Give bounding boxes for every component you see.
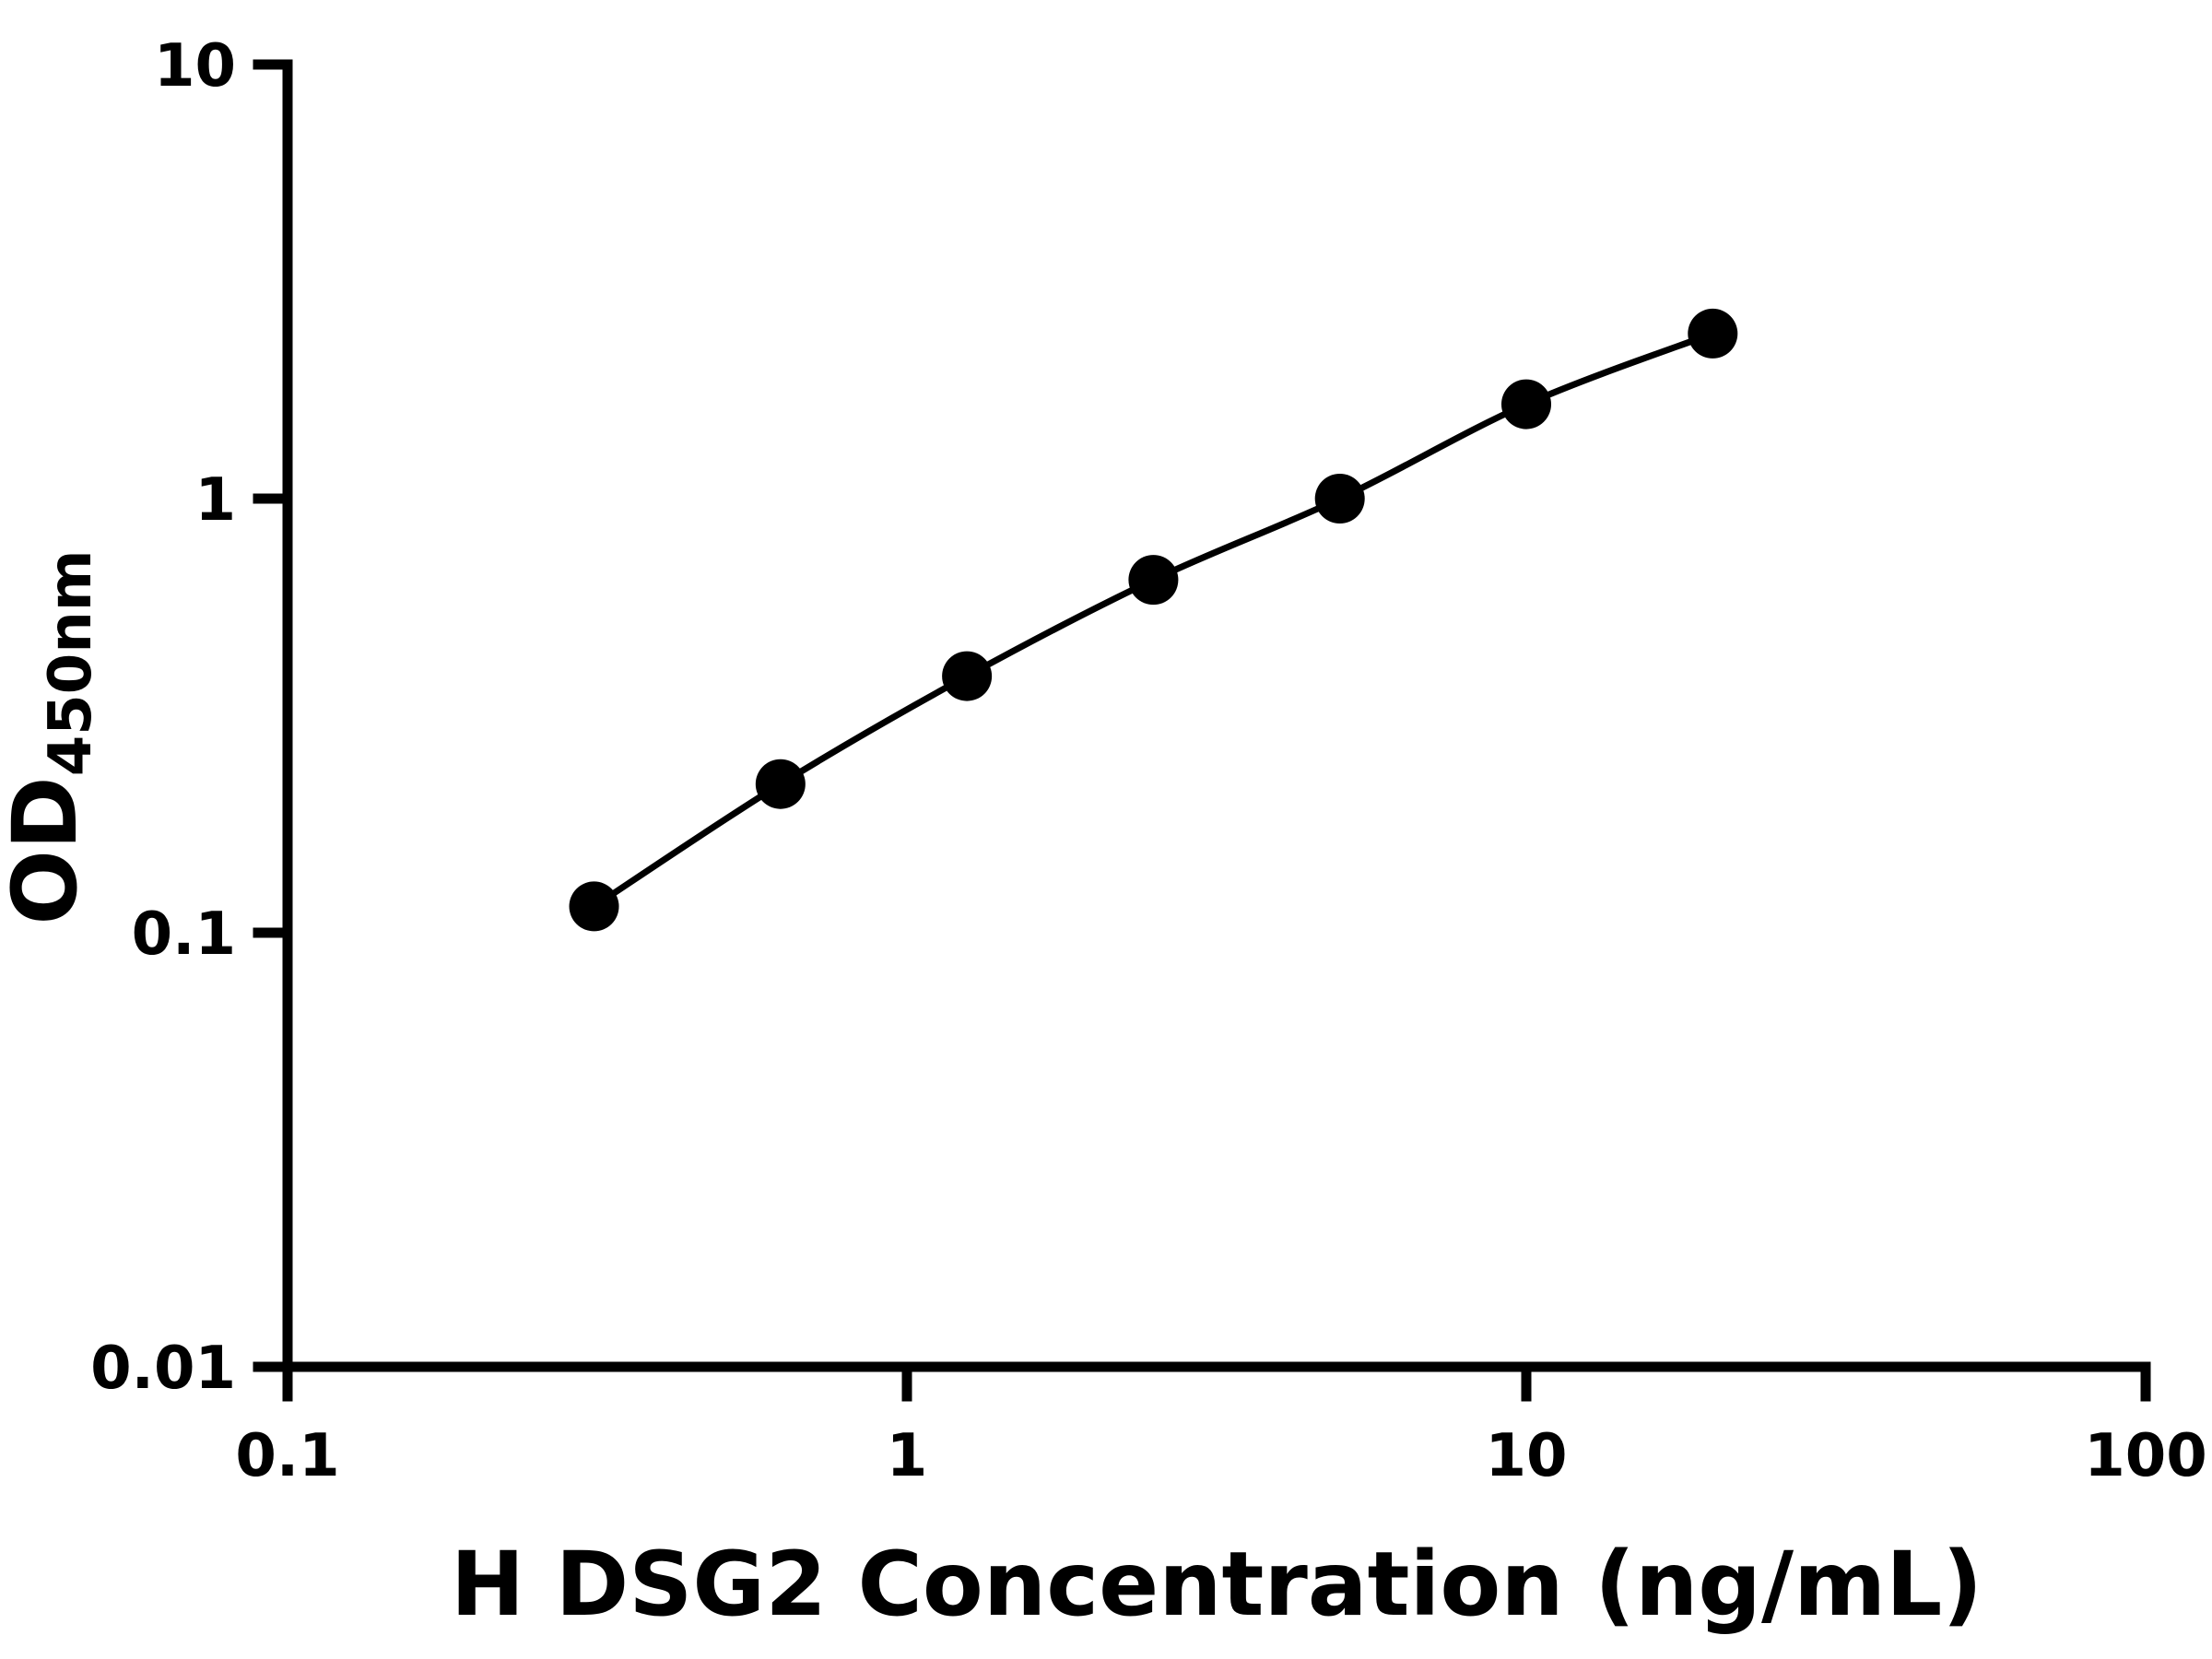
data-point bbox=[1128, 555, 1179, 606]
data-point bbox=[1314, 474, 1365, 524]
x-tick-label: 100 bbox=[2084, 1422, 2207, 1490]
x-axis-title: H DSG2 Concentration (ng/mL) bbox=[451, 1533, 1983, 1636]
data-point bbox=[755, 759, 806, 809]
y-axis-title: OD450nm bbox=[0, 549, 105, 924]
y-axis-title-main: OD bbox=[0, 776, 97, 924]
data-point bbox=[1688, 308, 1738, 359]
data-point bbox=[942, 651, 993, 701]
x-tick-label: 1 bbox=[887, 1422, 928, 1490]
y-axis-title-subscript: 450nm bbox=[37, 549, 105, 776]
y-tick-label: 0.1 bbox=[132, 900, 236, 969]
x-tick-label: 10 bbox=[1485, 1422, 1567, 1490]
y-tick-label: 10 bbox=[154, 32, 236, 100]
axes-spine bbox=[282, 59, 2151, 1372]
data-point bbox=[569, 881, 619, 932]
data-point bbox=[1501, 379, 1551, 429]
x-tick-label: 0.1 bbox=[235, 1422, 339, 1490]
y-tick-label: 0.01 bbox=[90, 1335, 236, 1403]
y-tick-label: 1 bbox=[194, 466, 236, 535]
